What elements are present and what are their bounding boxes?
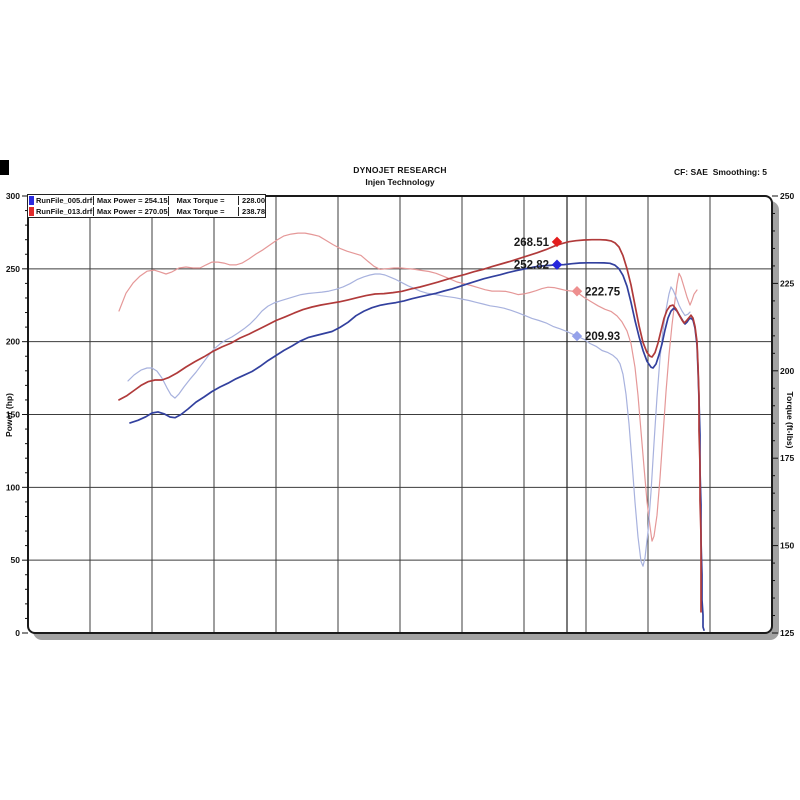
cursor-value-label: 268.51 [514,237,550,249]
power-axis-title: Power (hp) [4,393,14,437]
run013-max-power: Max Power = 270.05 [94,207,169,216]
curve-runfile_013-torque [118,232,698,542]
curve-runfile_005-torque [127,273,691,567]
run013-max-torque-label: Max Torque = [176,207,225,216]
torque-tick-label: 225 [780,278,794,288]
torque-axis-title: Torque (ft-lbs) [785,391,795,449]
run005-max-torque-value: 228.00 [238,196,265,205]
torque-tick-label: 175 [780,453,794,463]
power-tick-label: 100 [6,482,20,492]
legend-row-run005[interactable]: RunFile_005.drf Max Power = 254.15 Max T… [28,195,265,206]
torque-tick-label: 200 [780,366,794,376]
cursor-marker-diamond-icon[interactable] [571,286,583,297]
legend-row-run013[interactable]: RunFile_013.drf Max Power = 270.05 Max T… [28,206,265,217]
report-subtitle: Injen Technology [365,177,435,187]
run013-max-torque-value: 238.78 [238,207,265,216]
power-tick-label: 300 [6,191,20,201]
cursor-value-label: 209.93 [585,331,620,343]
left-edge-black-marker [0,160,9,175]
power-tick-label: 0 [15,628,20,638]
cursor-marker-diamond-icon[interactable] [571,330,583,342]
run013-filename: RunFile_013.drf [28,207,94,216]
run005-max-power: Max Power = 254.15 [94,196,169,205]
torque-tick-label: 150 [780,541,794,551]
power-tick-label: 150 [6,410,20,420]
header: DYNOJET RESEARCH Injen Technology [0,165,800,187]
curve-runfile_005-power [129,261,705,631]
run005-color-swatch-icon [29,196,34,205]
power-tick-label: 50 [11,555,21,565]
curve-runfile_013-power [118,238,702,613]
run013-color-swatch-icon [29,207,34,216]
correction-smoothing-label: CF: SAE Smoothing: 5 [673,167,767,177]
run005-max-torque-label: Max Torque = [176,196,225,205]
cursor-value-label: 252.82 [514,260,549,272]
run-legend[interactable]: RunFile_005.drf Max Power = 254.15 Max T… [27,194,266,218]
cursor-value-label: 222.75 [585,286,621,298]
torque-tick-label: 125 [780,628,794,638]
run005-filename: RunFile_005.drf [28,196,94,205]
torque-tick-label: 250 [780,191,794,201]
cursor-marker-diamond-icon[interactable] [551,236,563,248]
power-tick-label: 200 [6,337,20,347]
cursor-marker-diamond-icon[interactable] [551,259,563,270]
report-title: DYNOJET RESEARCH [353,165,447,175]
power-tick-label: 250 [6,264,20,274]
